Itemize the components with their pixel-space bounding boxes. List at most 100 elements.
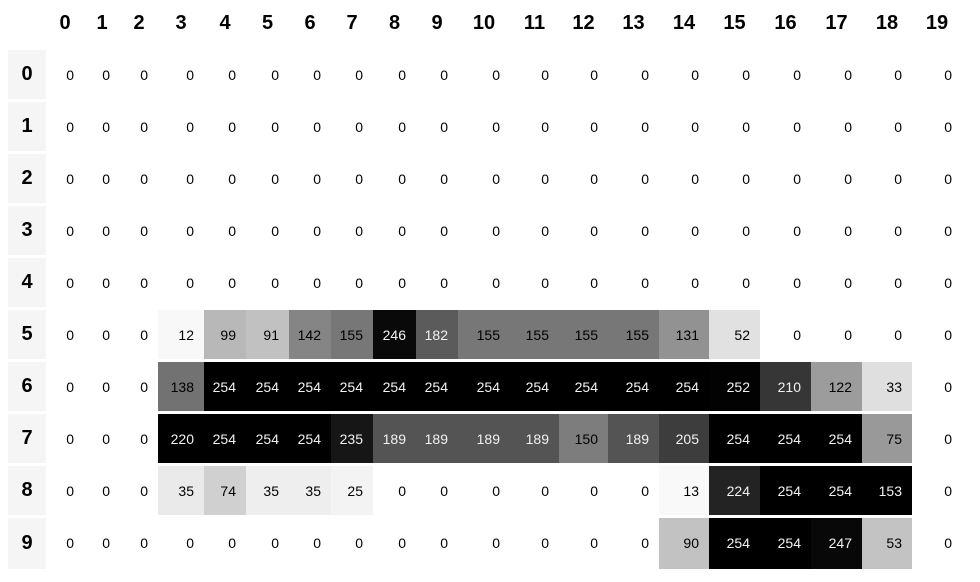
table-cell: 0 <box>120 47 158 101</box>
table-cell: 155 <box>458 307 510 361</box>
table-cell: 0 <box>120 203 158 257</box>
table-cell: 0 <box>659 151 709 205</box>
table-cell: 0 <box>331 203 373 257</box>
table-cell: 0 <box>373 47 416 101</box>
table-cell: 0 <box>289 151 331 205</box>
table-row: 8 0 0 0 35 74 35 35 25 0 0 0 0 0 0 13 224 254 254 153 0 <box>8 463 962 517</box>
table-cell: 0 <box>862 47 912 101</box>
table-cell: 0 <box>458 463 510 517</box>
table-cell: 0 <box>559 99 608 153</box>
table-cell: 0 <box>84 463 120 517</box>
table-row: 5 0 0 0 12 99 91 142 155 246 182 155 155 155 155 131 52 0… <box>8 307 962 361</box>
table-cell: 0 <box>912 255 962 309</box>
table-cell: 0 <box>510 99 559 153</box>
table-cell: 0 <box>289 47 331 101</box>
table-cell: 0 <box>760 99 811 153</box>
table-cell: 131 <box>659 307 709 361</box>
column-header: 1 <box>84 0 120 49</box>
table-cell: 0 <box>158 151 204 205</box>
table-cell: 0 <box>416 203 458 257</box>
table-cell: 0 <box>373 515 416 569</box>
table-cell: 224 <box>709 463 760 517</box>
table-cell: 0 <box>862 203 912 257</box>
table-cell: 0 <box>373 203 416 257</box>
table-cell: 254 <box>331 359 373 413</box>
table-cell: 0 <box>510 255 559 309</box>
table-cell: 205 <box>659 411 709 465</box>
table-cell: 0 <box>709 151 760 205</box>
table-cell: 0 <box>289 203 331 257</box>
table-cell: 12 <box>158 307 204 361</box>
table-cell: 0 <box>331 515 373 569</box>
table-cell: 0 <box>416 515 458 569</box>
table-cell: 0 <box>862 151 912 205</box>
table-cell: 254 <box>709 515 760 569</box>
table-cell: 254 <box>510 359 559 413</box>
table-cell: 254 <box>760 463 811 517</box>
table-cell: 0 <box>510 463 559 517</box>
table-cell: 0 <box>46 151 84 205</box>
column-header: 3 <box>158 0 204 49</box>
table-cell: 0 <box>760 151 811 205</box>
table-cell: 0 <box>84 99 120 153</box>
table-cell: 0 <box>608 463 659 517</box>
column-header: 7 <box>331 0 373 49</box>
column-header: 13 <box>608 0 659 49</box>
table-cell: 0 <box>709 255 760 309</box>
table-cell: 0 <box>811 255 862 309</box>
table-cell: 0 <box>120 515 158 569</box>
table-cell: 0 <box>373 99 416 153</box>
table-cell: 0 <box>608 203 659 257</box>
table-cell: 0 <box>246 151 289 205</box>
table-cell: 142 <box>289 307 331 361</box>
table-cell: 254 <box>559 359 608 413</box>
table-cell: 0 <box>912 151 962 205</box>
table-cell: 235 <box>331 411 373 465</box>
table-cell: 0 <box>559 255 608 309</box>
table-cell: 155 <box>510 307 559 361</box>
table-cell: 254 <box>811 463 862 517</box>
column-header: 17 <box>811 0 862 49</box>
table-cell: 0 <box>204 99 246 153</box>
table-cell: 0 <box>204 151 246 205</box>
table-row: 9 0 0 0 0 0 0 0 0 0 0 0 0 0 0 90 254 254 247 53 0 <box>8 515 962 569</box>
table-cell: 0 <box>158 47 204 101</box>
table-cell: 0 <box>331 151 373 205</box>
table-cell: 0 <box>912 203 962 257</box>
column-header: 5 <box>246 0 289 49</box>
table-cell: 150 <box>559 411 608 465</box>
table-cell: 0 <box>246 99 289 153</box>
table-cell: 0 <box>811 203 862 257</box>
table-cell: 155 <box>559 307 608 361</box>
row-index: 9 <box>8 515 46 569</box>
table-cell: 0 <box>204 255 246 309</box>
table-cell: 254 <box>204 359 246 413</box>
table-cell: 254 <box>416 359 458 413</box>
table-cell: 254 <box>608 359 659 413</box>
table-cell: 0 <box>84 203 120 257</box>
table-cell: 254 <box>373 359 416 413</box>
table-cell: 0 <box>709 47 760 101</box>
table-cell: 0 <box>120 307 158 361</box>
table-cell: 252 <box>709 359 760 413</box>
table-cell: 75 <box>862 411 912 465</box>
table-cell: 0 <box>46 463 84 517</box>
row-index: 1 <box>8 99 46 153</box>
table-cell: 0 <box>46 411 84 465</box>
table-cell: 0 <box>84 359 120 413</box>
table-cell: 0 <box>608 515 659 569</box>
table-cell: 254 <box>204 411 246 465</box>
index-corner <box>8 0 46 49</box>
table-cell: 254 <box>289 411 331 465</box>
table-cell: 189 <box>510 411 559 465</box>
column-header: 0 <box>46 0 84 49</box>
table-cell: 153 <box>862 463 912 517</box>
table-cell: 155 <box>331 307 373 361</box>
table-cell: 0 <box>760 47 811 101</box>
table-cell: 155 <box>608 307 659 361</box>
table-cell: 0 <box>46 359 84 413</box>
column-header: 4 <box>204 0 246 49</box>
table-cell: 35 <box>289 463 331 517</box>
table-cell: 0 <box>608 255 659 309</box>
